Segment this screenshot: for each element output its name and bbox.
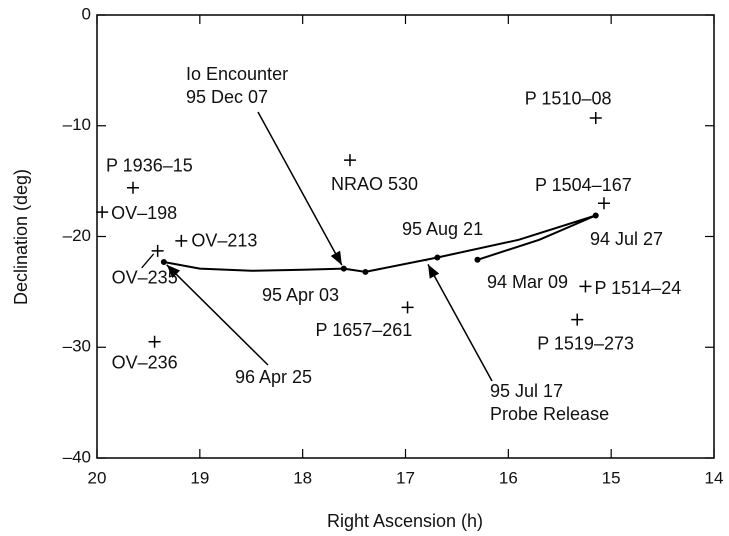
source-label: P 1936–15 (106, 156, 193, 176)
event-dot (340, 265, 347, 272)
x-axis-label: Right Ascension (h) (327, 511, 483, 531)
label-connector (141, 253, 155, 269)
source-label: OV–235 (112, 268, 178, 288)
x-tick-label: 19 (190, 468, 209, 487)
event-label: 95 Dec 07 (186, 87, 268, 107)
y-axis-label: Declination (deg) (11, 169, 31, 305)
source-marker (96, 206, 109, 219)
source-marker (571, 313, 584, 326)
source-label: P 1510–08 (525, 89, 612, 109)
source-label: P 1514–24 (594, 278, 681, 298)
y-tick-label: –30 (63, 337, 91, 356)
annotation-arrow (166, 264, 269, 366)
y-tick-label: –40 (63, 447, 91, 466)
source-label: P 1657–261 (316, 320, 413, 340)
event-label: 96 Apr 25 (235, 367, 312, 387)
source-label: P 1504–167 (535, 175, 632, 195)
event-point (425, 260, 427, 262)
event-label: Io Encounter (186, 64, 288, 84)
event-label: 94 Mar 09 (487, 272, 568, 292)
event-dot (160, 258, 167, 265)
event-dot (592, 212, 599, 219)
x-tick-label: 15 (602, 468, 621, 487)
source-marker (579, 280, 592, 293)
event-label: 95 Apr 03 (262, 285, 339, 305)
source-label: OV–236 (112, 352, 178, 372)
y-tick-label: –20 (63, 226, 91, 245)
event-label: Probe Release (490, 404, 609, 424)
source-marker (401, 301, 414, 314)
annotation-arrow (427, 264, 493, 382)
event-label: 95 Aug 21 (402, 219, 483, 239)
event-label: 95 Jul 17 (490, 381, 563, 401)
event-dot (474, 256, 481, 263)
event-dot (434, 254, 441, 261)
source-marker (597, 197, 610, 210)
source-marker (589, 111, 602, 124)
source-marker (343, 154, 356, 167)
x-tick-label: 20 (88, 468, 107, 487)
source-marker (151, 244, 164, 257)
x-tick-label: 17 (396, 468, 415, 487)
source-label: OV–213 (191, 231, 257, 251)
annotation-arrow (257, 111, 343, 266)
source-label: OV–198 (111, 203, 177, 223)
source-label: P 1519–273 (537, 333, 634, 353)
x-tick-label: 16 (499, 468, 518, 487)
source-marker (126, 181, 139, 194)
event-label: 94 Jul 27 (590, 229, 663, 249)
y-tick-label: 0 (82, 4, 91, 23)
y-tick-label: –10 (63, 115, 91, 134)
x-tick-label: 18 (293, 468, 312, 487)
source-label: NRAO 530 (331, 174, 418, 194)
source-marker (148, 335, 161, 348)
x-tick-label: 14 (705, 468, 724, 487)
source-marker (175, 234, 188, 247)
event-dot (362, 268, 369, 275)
